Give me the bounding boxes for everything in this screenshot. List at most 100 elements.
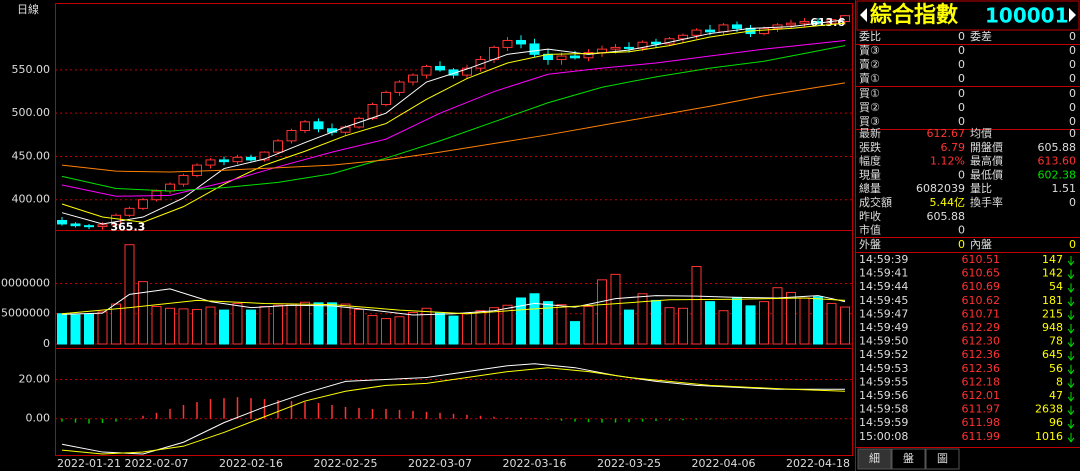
tick-price: 610.65	[962, 267, 1001, 280]
average-line	[61, 288, 846, 316]
volume-bar	[583, 305, 594, 345]
order-price: 0	[958, 72, 965, 85]
volume-bar	[543, 301, 553, 345]
candle-body	[246, 156, 256, 161]
y-tick-label: 0	[43, 337, 50, 350]
tick-price: 610.69	[962, 280, 1001, 293]
tick-time: 14:59:39	[859, 253, 908, 266]
field-value: 0	[958, 224, 965, 237]
tab[interactable]	[857, 448, 892, 470]
order-level: 賣②	[859, 57, 880, 71]
volume-bar	[448, 315, 459, 345]
volume-bar	[97, 311, 108, 345]
volume-bar	[597, 279, 607, 345]
candle-body	[232, 156, 243, 163]
down-arrow	[1067, 378, 1075, 389]
tab-label[interactable]: 細	[869, 452, 880, 465]
field-value: 0	[1069, 238, 1076, 251]
candle-body	[408, 74, 418, 83]
volume-bar	[570, 321, 580, 345]
field-label: 換手率	[970, 195, 1003, 209]
volume-bar	[259, 305, 270, 345]
field-label: 昨收	[859, 209, 881, 223]
volume-bar	[556, 304, 567, 345]
order-price: 0	[958, 44, 965, 57]
next-arrow[interactable]	[1069, 8, 1076, 22]
tick-volume: 181	[1042, 294, 1063, 307]
y-tick-label: 20.00	[19, 372, 51, 385]
average-line	[61, 39, 846, 197]
candle-body	[583, 52, 594, 59]
tick-time: 14:59:52	[859, 348, 908, 361]
field-value: 0	[958, 238, 965, 251]
field-label: 總量	[859, 181, 881, 195]
field-value: 5.44亿	[930, 196, 966, 209]
candle-body	[84, 225, 94, 228]
y-tick-label: 10000000	[0, 276, 50, 289]
field-value: 602.38	[1038, 168, 1077, 181]
volume-bar	[205, 306, 216, 345]
tab-label[interactable]: 圖	[937, 452, 948, 465]
down-arrow	[1067, 351, 1075, 362]
field-label: 成交額	[859, 195, 892, 209]
volume-bar	[691, 266, 702, 345]
candle-body	[381, 91, 391, 106]
tick-time: 14:59:55	[859, 375, 908, 388]
order-volume: 0	[1069, 72, 1076, 85]
volume-bar	[70, 314, 81, 345]
order-price: 0	[958, 87, 965, 100]
volume-bar	[273, 304, 283, 345]
tab[interactable]	[925, 448, 960, 470]
candle-body	[799, 20, 810, 24]
tick-volume: 47	[1049, 389, 1063, 402]
y-tick-label: 500.00	[12, 106, 51, 119]
candle-body	[759, 27, 769, 35]
volume-bar	[637, 293, 648, 345]
y-tick-label: 5000000	[1, 307, 50, 320]
field-label: 市值	[859, 223, 881, 237]
average-line	[61, 367, 846, 455]
tick-volume: 215	[1042, 307, 1063, 320]
tab-label[interactable]: 盤	[903, 452, 914, 465]
field-value: 0	[1069, 127, 1076, 140]
order-volume: 0	[1069, 87, 1076, 100]
tick-time: 14:59:41	[859, 267, 908, 280]
candle-body	[840, 15, 850, 23]
volume-bar	[516, 297, 526, 345]
candle-body	[421, 65, 432, 76]
tick-volume: 948	[1042, 321, 1063, 334]
volume-bar	[300, 301, 310, 345]
order-price: 0	[958, 115, 965, 128]
order-price: 0	[958, 58, 965, 71]
tab[interactable]	[891, 448, 926, 470]
order-level: 賣③	[859, 43, 880, 57]
candle-body	[205, 159, 216, 166]
index-code: 100001	[985, 4, 1069, 28]
candle-body	[313, 121, 324, 130]
tick-volume: 8	[1056, 375, 1063, 388]
down-arrow	[1067, 337, 1075, 348]
volume-bar	[732, 296, 742, 345]
volume-bar	[394, 316, 405, 345]
field-label: 現量	[859, 168, 881, 181]
candle-body	[367, 104, 378, 119]
volume-bar	[421, 307, 432, 345]
tick-volume: 147	[1042, 253, 1063, 266]
field-value: 1.12%	[930, 155, 965, 168]
candle-body	[732, 24, 742, 29]
order-price: 0	[958, 101, 965, 114]
candle-body	[637, 41, 648, 49]
candle-body	[259, 151, 270, 161]
candle-body	[165, 183, 175, 192]
field-label: 最高價	[970, 154, 1003, 168]
down-arrow	[1067, 405, 1075, 416]
field-value: 6.79	[941, 141, 966, 154]
field-label: 最新	[859, 126, 881, 140]
field-label: 張跌	[859, 140, 881, 154]
tick-price: 612.30	[962, 335, 1001, 348]
prev-arrow[interactable]	[860, 8, 867, 22]
field-value: 605.88	[1038, 141, 1077, 154]
tick-price: 610.51	[962, 253, 1001, 266]
down-arrow	[1067, 432, 1075, 443]
